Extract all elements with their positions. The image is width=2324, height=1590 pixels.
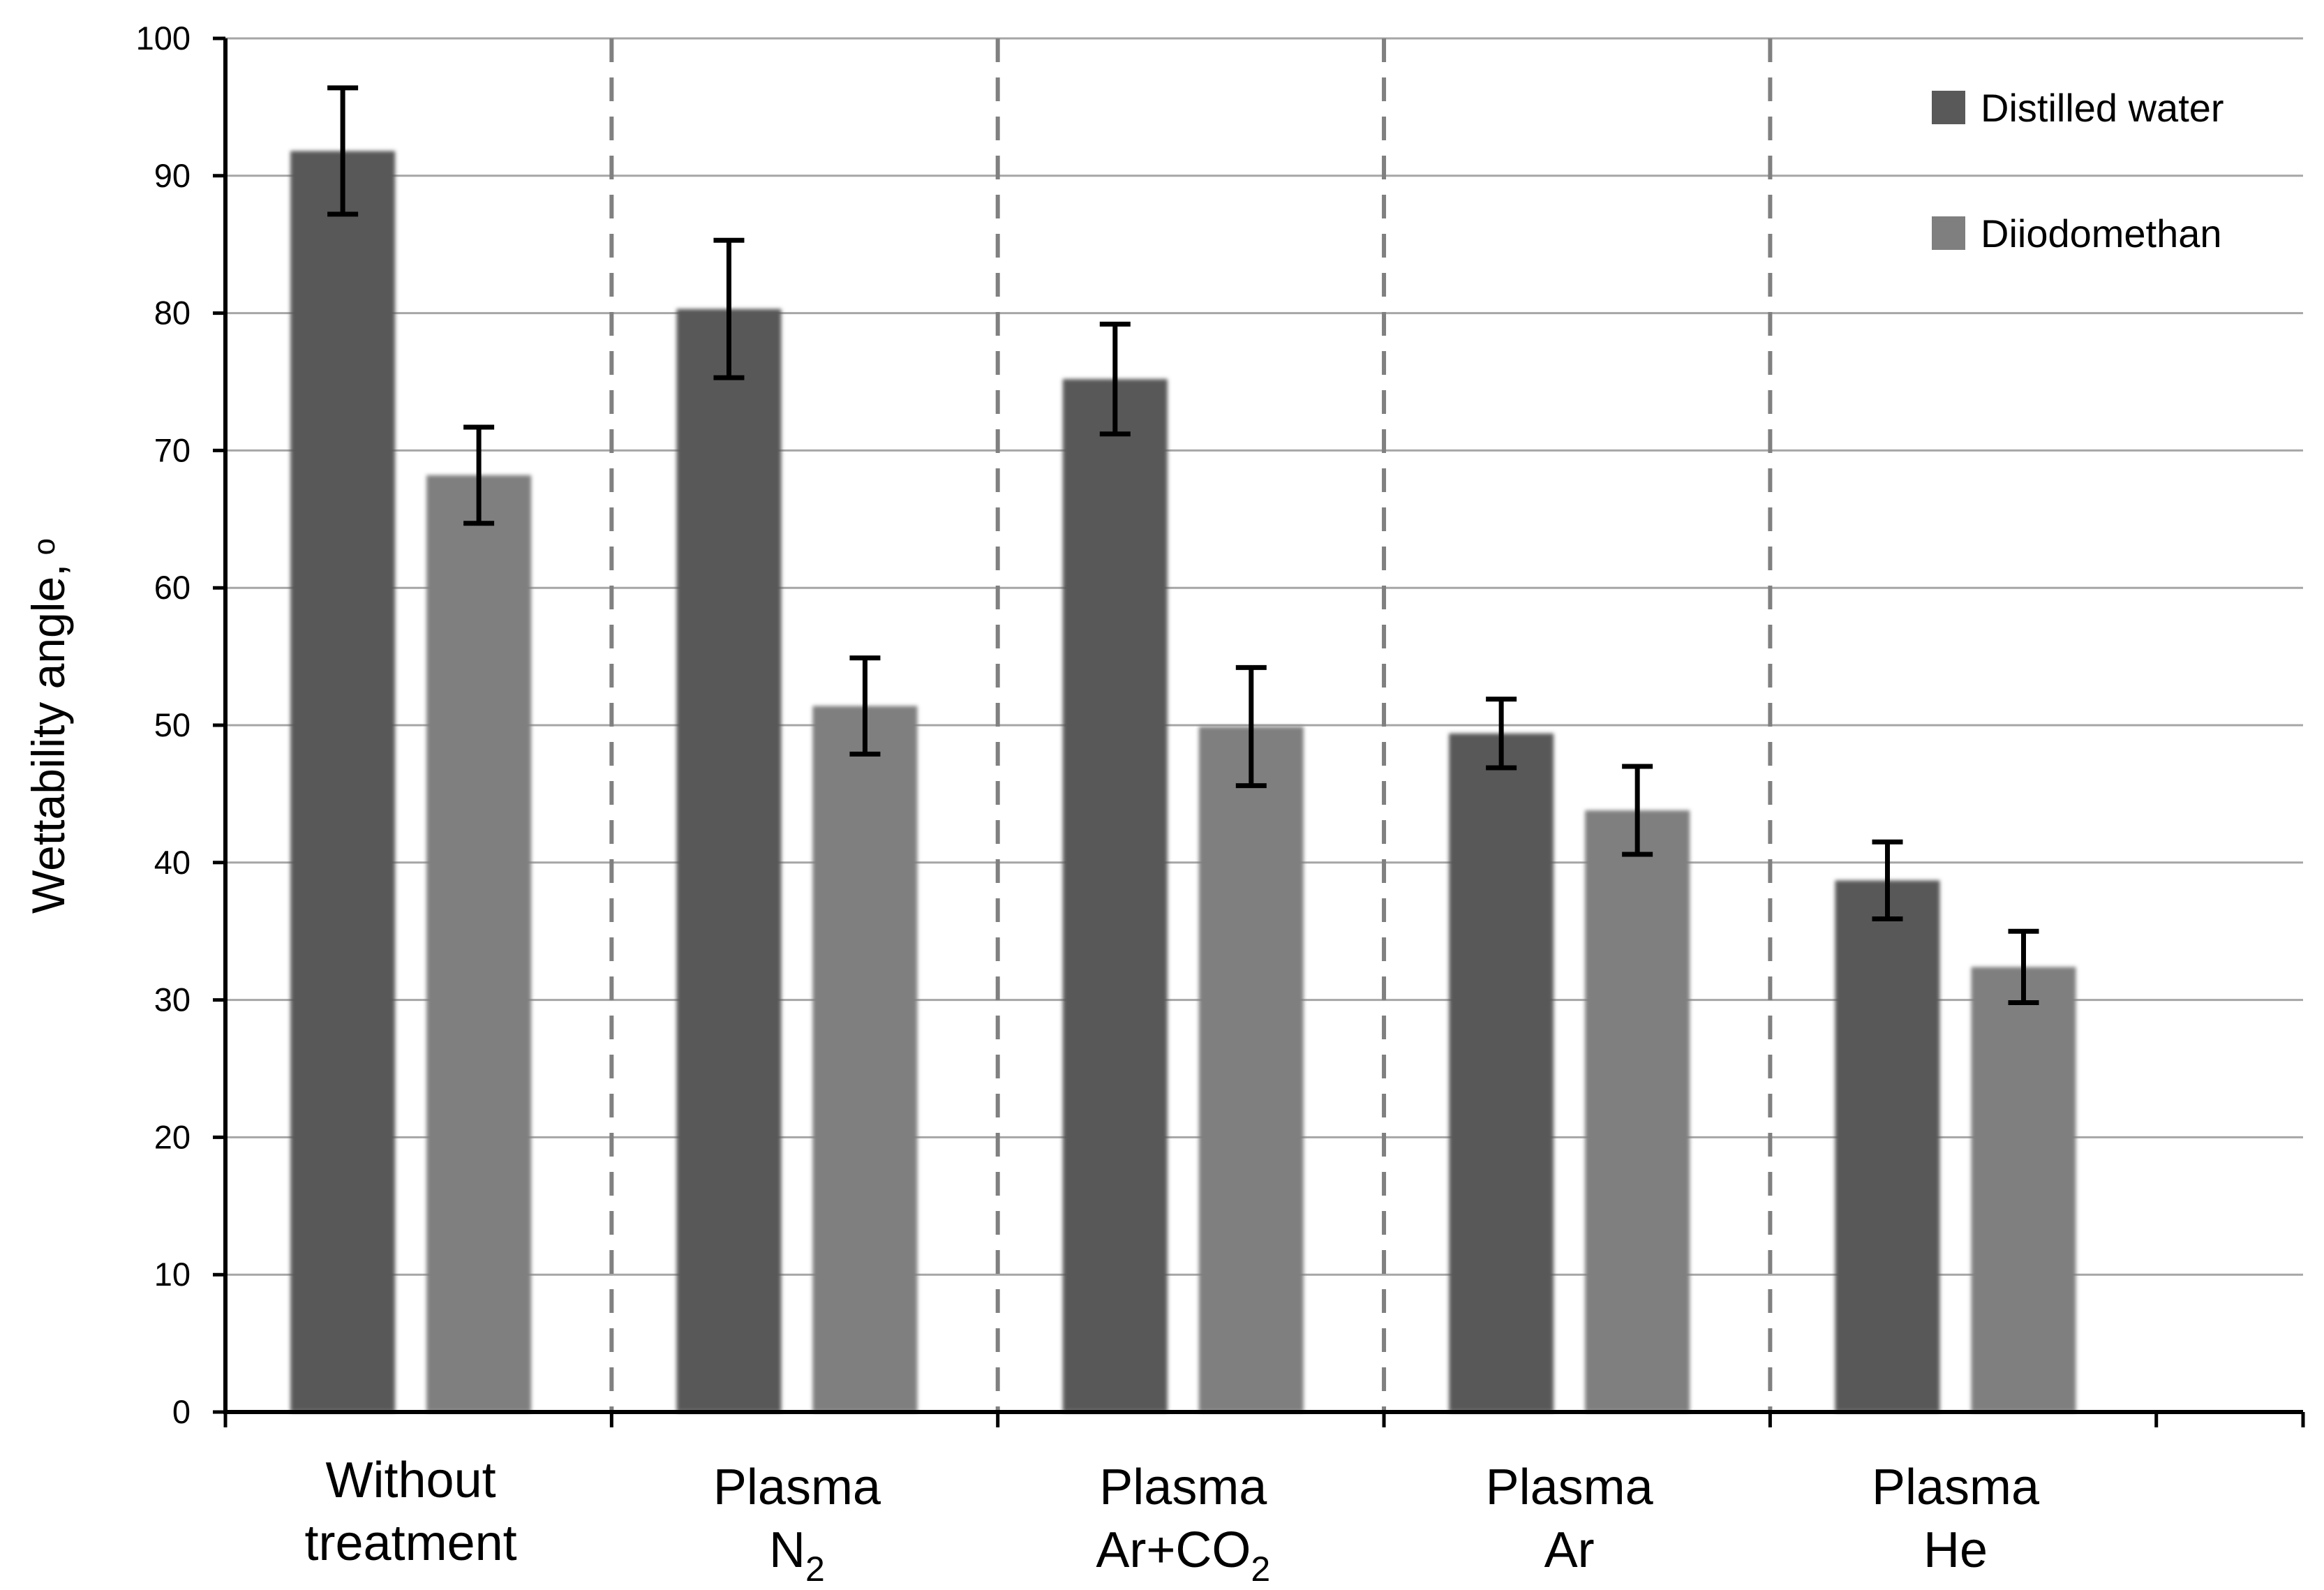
y-tick-label: 30 — [154, 981, 191, 1018]
bar-distilled-water — [1449, 733, 1554, 1412]
bar-diiodomethan — [812, 706, 918, 1412]
category-labels: WithouttreatmentPlasmaN2PlasmaAr+CO2Plas… — [305, 1452, 2040, 1589]
error-bar — [1622, 764, 1653, 857]
category-label-text: Ar+CO — [1096, 1522, 1251, 1578]
category-label-line: N2 — [769, 1522, 825, 1589]
y-axis-title: Wettability angle, o — [22, 538, 74, 914]
y-tick-label: 40 — [154, 844, 191, 881]
category-label-line: Without — [326, 1452, 496, 1508]
category-label-line: Plasma — [1486, 1459, 1654, 1515]
category-label-line: Plasma — [1099, 1459, 1267, 1515]
error-bar — [2008, 928, 2039, 1006]
category-label-text: treatment — [305, 1515, 517, 1571]
bar-diiodomethan — [426, 475, 532, 1412]
category-label-text: Without — [326, 1452, 496, 1508]
category-dividers — [609, 38, 1773, 1412]
bar-distilled-water — [290, 151, 396, 1413]
y-tick-label: 60 — [154, 569, 191, 606]
error-bar — [1099, 321, 1131, 437]
y-tick-label: 10 — [154, 1256, 191, 1293]
y-tick-label: 90 — [154, 157, 191, 194]
error-bar — [463, 424, 495, 526]
y-tick-label: 80 — [154, 295, 191, 332]
gridlines — [225, 37, 2303, 1276]
category-label-text: Plasma — [713, 1459, 881, 1515]
bar-distilled-water — [1062, 379, 1168, 1413]
error-bar — [849, 655, 881, 757]
bar-distilled-water — [1835, 880, 1940, 1412]
category-label-line: He — [1923, 1522, 1988, 1578]
category-label-subscript: 2 — [1251, 1550, 1270, 1589]
y-tick-label: 0 — [172, 1393, 191, 1430]
legend-swatch — [1932, 216, 1965, 250]
category-label-text: He — [1923, 1522, 1988, 1578]
error-bar — [327, 85, 359, 217]
bar-diiodomethan — [1585, 810, 1690, 1412]
y-tick-label: 20 — [154, 1118, 191, 1155]
category-label-text: Plasma — [1099, 1459, 1267, 1515]
category-label-line: Plasma — [713, 1459, 881, 1515]
bars — [290, 151, 2076, 1413]
legend-label: Diiodomethan — [1981, 211, 2222, 255]
legend: Distilled water Diiodomethan — [1932, 86, 2224, 255]
error-bars — [327, 85, 2039, 1006]
y-tick-label: 50 — [154, 706, 191, 743]
category-label-line: Plasma — [1872, 1459, 2040, 1515]
category-label-text: N — [769, 1522, 805, 1578]
y-tick-label: 70 — [154, 431, 191, 468]
bar-diiodomethan — [1198, 726, 1304, 1412]
y-tick-label: 100 — [136, 20, 191, 57]
x-axis-ticks — [223, 1412, 2305, 1427]
category-label-line: Ar+CO2 — [1096, 1522, 1270, 1589]
category-label-subscript: 2 — [805, 1550, 825, 1589]
y-axis-title-text: Wettability angle, — [22, 564, 74, 914]
category-label-line: Ar — [1544, 1522, 1595, 1578]
error-bar — [713, 237, 745, 380]
error-bar — [1235, 664, 1267, 789]
legend-label: Distilled water — [1981, 86, 2224, 130]
category-label-text: Ar — [1544, 1522, 1595, 1578]
category-label-text: Plasma — [1486, 1459, 1654, 1515]
bar-distilled-water — [676, 309, 782, 1412]
legend-swatch — [1932, 91, 1965, 124]
y-axis-ticks: 0 10 20 30 40 50 60 70 80 90 100 — [136, 20, 225, 1430]
error-bar — [1872, 839, 1903, 921]
category-label-text: Plasma — [1872, 1459, 2040, 1515]
bar-diiodomethan — [1971, 967, 2076, 1412]
error-bar — [1486, 697, 1517, 771]
category-label-line: treatment — [305, 1515, 517, 1571]
degree-symbol: o — [27, 538, 61, 555]
